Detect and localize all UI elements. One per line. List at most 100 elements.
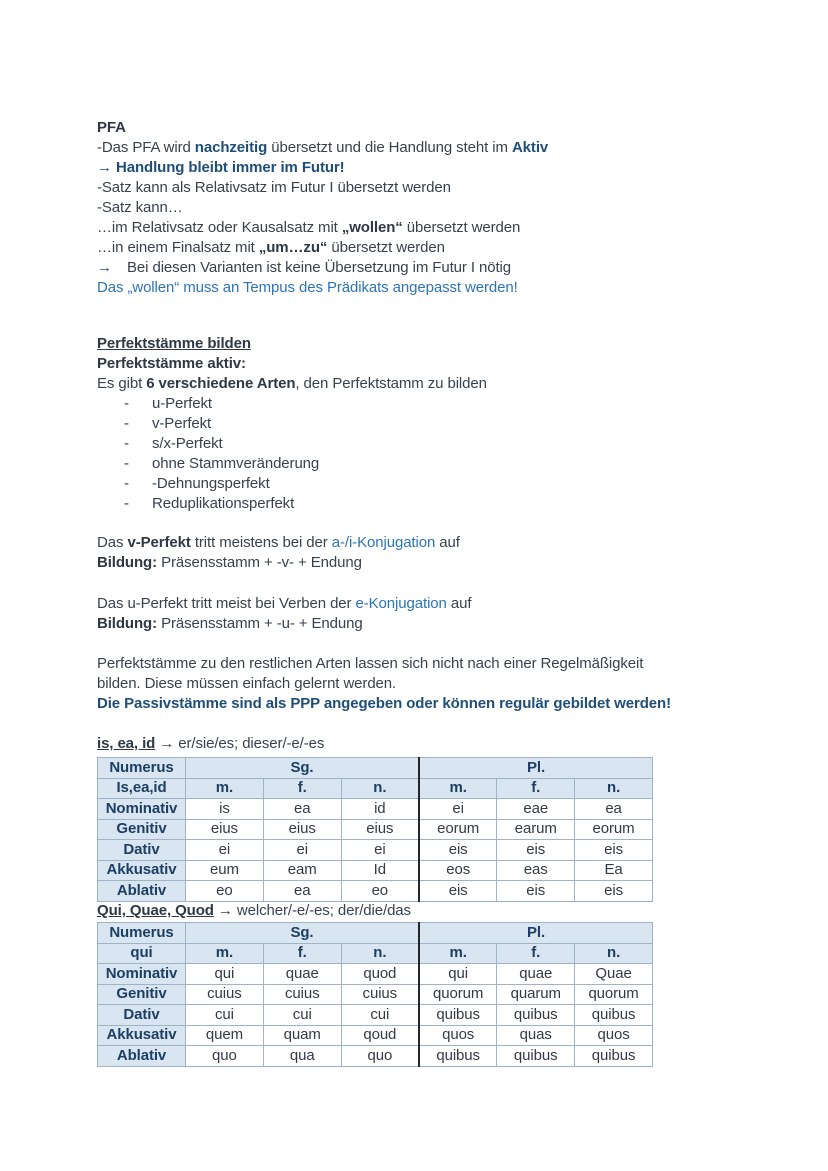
row-label: Genitiv	[97, 818, 186, 840]
table-cell: cuius	[185, 983, 264, 1005]
list-item: - ohne Stammveränderung	[124, 455, 320, 472]
v-perfekt-line-2: Bildung: Präsensstamm + -v- + Endung	[97, 554, 362, 571]
rest-line-3: Die Passivstämme sind als PPP angegeben …	[97, 695, 671, 712]
table-row: Ablativ eo ea eo eis eis eis	[97, 880, 653, 902]
list-item: - -Dehnungsperfekt	[124, 475, 270, 492]
table-cell: eis	[496, 880, 576, 902]
table-cell: ei	[262, 839, 342, 861]
bullet-dash: -	[124, 435, 129, 452]
header-cell: m.	[417, 942, 498, 964]
declension-table-is-ea-id: Numerus Sg. Pl. Is,ea,id m. f. n. m. f. …	[97, 757, 653, 902]
u-perfekt-line-1: Das u-Perfekt tritt meist bei Verben der…	[97, 595, 472, 612]
table-cell: quem	[185, 1024, 264, 1046]
table-cell: eis	[574, 880, 653, 902]
section-v-perfekt: Das v-Perfekt tritt meistens bei der a-/…	[97, 533, 460, 573]
table-cell: cuius	[340, 983, 420, 1005]
v-perfekt-line-1: Das v-Perfekt tritt meistens bei der a-/…	[97, 534, 460, 551]
table-cell: quorum	[417, 983, 498, 1005]
table-cell: quos	[417, 1024, 498, 1046]
table-cell: ea	[262, 798, 342, 820]
table-cell: quibus	[417, 1004, 498, 1026]
header-cell-sg: Sg.	[184, 922, 420, 944]
table-cell: eam	[262, 859, 342, 881]
perfekt-subheading: Perfektstämme aktiv:	[97, 355, 246, 372]
table-row: Dativ cui cui cui quibus quibus quibus	[97, 1004, 653, 1026]
table-cell: quibus	[574, 1045, 653, 1067]
header-cell-pl: Pl.	[417, 757, 653, 779]
list-item: - s/x-Perfekt	[124, 435, 223, 452]
table-cell: Quae	[574, 963, 653, 985]
section-u-perfekt: Das u-Perfekt tritt meist bei Verben der…	[97, 594, 472, 634]
table-cell: quo	[185, 1045, 264, 1067]
table-row: Genitiv eius eius eius eorum earum eorum	[97, 818, 653, 840]
row-label: Akkusativ	[97, 859, 186, 881]
header-cell: Is,ea,id	[97, 777, 186, 799]
table-cell: eorum	[574, 818, 653, 840]
section-perfektstaemme: Perfektstämme bilden Perfektstämme aktiv…	[97, 334, 487, 514]
table-row: Akkusativ quem quam qoud quos quas quos	[97, 1024, 653, 1046]
table-row: Genitiv cuius cuius cuius quorum quarum …	[97, 983, 653, 1005]
table-cell: ei	[340, 839, 420, 861]
bullet-dash: -	[124, 495, 129, 512]
pfa-heading: PFA	[97, 119, 126, 136]
section-restliche-arten: Perfektstämme zu den restlichen Arten la…	[97, 654, 671, 714]
header-cell: n.	[340, 777, 420, 799]
table-cell: ea	[574, 798, 653, 820]
arrow-icon: →	[159, 735, 175, 752]
bullet-dash: -	[124, 455, 129, 472]
table-cell: quibus	[417, 1045, 498, 1067]
konjugation-ref: e-Konjugation	[355, 595, 447, 612]
table-cell: cui	[262, 1004, 342, 1026]
perfekt-heading: Perfektstämme bilden	[97, 335, 251, 352]
table-cell: quibus	[496, 1045, 576, 1067]
table-cell: quos	[574, 1024, 653, 1046]
table-cell: Ea	[574, 859, 653, 881]
pfa-line-2: -Das PFA wird nachzeitig übersetzt und d…	[97, 139, 549, 156]
pfa-line-9: Das „wollen“ muss an Tempus des Prädikat…	[97, 279, 518, 296]
header-cell: m.	[417, 777, 498, 799]
table-cell: eius	[262, 818, 342, 840]
konjugation-ref: a-/i-Konjugation	[331, 534, 436, 551]
header-cell: m.	[185, 777, 264, 799]
table-cell: cui	[340, 1004, 420, 1026]
table-row: Nominativ qui quae quod qui quae Quae	[97, 963, 653, 985]
table-cell: quae	[496, 963, 576, 985]
table-cell: cuius	[262, 983, 342, 1005]
table-cell: quorum	[574, 983, 653, 1005]
table-cell: id	[340, 798, 420, 820]
header-cell: f.	[496, 777, 576, 799]
table-cell: eis	[496, 839, 576, 861]
header-cell-sg: Sg.	[184, 757, 420, 779]
table-cell: qui	[417, 963, 498, 985]
table-cell: quas	[496, 1024, 576, 1046]
declension-table-qui-quae-quod: Numerus Sg. Pl. qui m. f. n. m. f. n. No…	[97, 922, 653, 1067]
rest-line-2: bilden. Diese müssen einfach gelernt wer…	[97, 675, 397, 692]
header-cell: Numerus	[97, 922, 186, 944]
header-cell: f.	[262, 777, 342, 799]
bullet-dash: -	[124, 415, 129, 432]
section-pfa: PFA -Das PFA wird nachzeitig übersetzt u…	[97, 118, 548, 298]
header-cell: Numerus	[97, 757, 186, 779]
pfa-line-6: …im Relativsatz oder Kausalsatz mit „wol…	[97, 219, 521, 236]
table-cell: eis	[417, 880, 498, 902]
header-cell: qui	[97, 942, 186, 964]
header-cell: n.	[340, 942, 420, 964]
table-row: Nominativ is ea id ei eae ea	[97, 798, 653, 820]
table-header-row: Numerus Sg. Pl.	[97, 757, 653, 779]
row-label: Ablativ	[97, 880, 186, 902]
header-cell-pl: Pl.	[417, 922, 653, 944]
table-cell: eos	[417, 859, 498, 881]
arrow-icon: →	[217, 902, 233, 919]
rest-line-1: Perfektstämme zu den restlichen Arten la…	[97, 655, 644, 672]
header-cell: n.	[574, 777, 653, 799]
bullet-dash: -	[124, 395, 129, 412]
perfekt-intro: Es gibt 6 verschiedene Arten, den Perfek…	[97, 375, 487, 392]
table-cell: eius	[185, 818, 264, 840]
row-label: Genitiv	[97, 983, 186, 1005]
table-cell: quae	[262, 963, 342, 985]
table-cell: quo	[340, 1045, 420, 1067]
pfa-line-7: …in einem Finalsatz mit „um…zu“ übersetz…	[97, 239, 445, 256]
bullet-dash: -	[124, 475, 129, 492]
table-cell: eo	[340, 880, 420, 902]
